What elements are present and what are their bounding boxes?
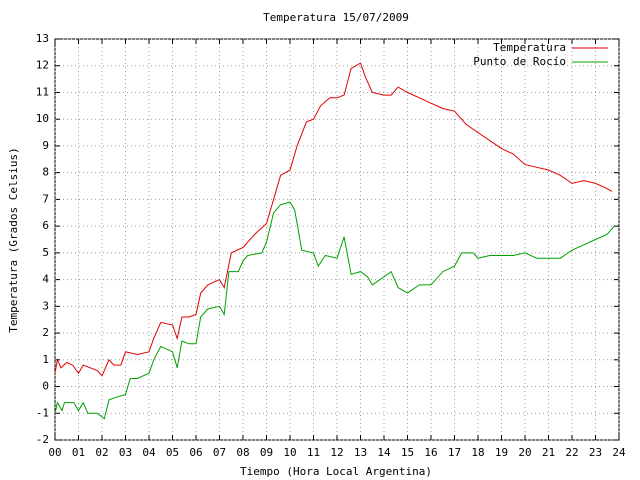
y-tick-label: 0 — [42, 380, 49, 393]
x-tick-label: 12 — [330, 446, 343, 459]
x-tick-label: 15 — [401, 446, 414, 459]
x-tick-label: 13 — [354, 446, 367, 459]
x-tick-label: 09 — [260, 446, 273, 459]
x-tick-label: 04 — [142, 446, 156, 459]
x-tick-label: 17 — [448, 446, 461, 459]
x-tick-label: 03 — [119, 446, 132, 459]
y-tick-label: 5 — [42, 246, 49, 259]
x-tick-label: 19 — [495, 446, 508, 459]
x-tick-label: 21 — [542, 446, 555, 459]
x-tick-label: 23 — [589, 446, 602, 459]
data-line — [54, 201, 615, 420]
y-axis-label: Temperatura (Grados Celsius) — [7, 147, 20, 332]
x-tick-label: 00 — [48, 446, 61, 459]
y-tick-label: 10 — [36, 112, 49, 125]
y-tick-label: 3 — [42, 299, 49, 312]
y-tick-label: 8 — [42, 166, 49, 179]
legend-label: Punto de Rocío — [473, 55, 566, 68]
x-tick-label: 02 — [95, 446, 108, 459]
x-tick-label: 11 — [307, 446, 320, 459]
x-tick-label: 06 — [189, 446, 202, 459]
x-tick-label: 24 — [612, 446, 626, 459]
y-tick-label: -2 — [36, 433, 49, 446]
x-tick-label: 20 — [518, 446, 531, 459]
y-tick-label: 9 — [42, 139, 49, 152]
x-tick-label: 05 — [166, 446, 179, 459]
data-line — [54, 62, 613, 377]
x-tick-label: 10 — [283, 446, 296, 459]
y-tick-label: 6 — [42, 219, 49, 232]
x-tick-label: 16 — [424, 446, 437, 459]
y-tick-label: 11 — [36, 85, 49, 98]
x-tick-label: 14 — [377, 446, 391, 459]
y-tick-label: 13 — [36, 32, 49, 45]
y-tick-label: 7 — [42, 192, 49, 205]
y-tick-label: 4 — [42, 273, 49, 286]
x-tick-label: 08 — [236, 446, 249, 459]
x-tick-label: 01 — [72, 446, 85, 459]
x-tick-label: 07 — [213, 446, 226, 459]
x-axis-label: Tiempo (Hora Local Argentina) — [240, 465, 432, 478]
y-tick-label: 2 — [42, 326, 49, 339]
x-tick-label: 22 — [565, 446, 578, 459]
y-tick-label: 12 — [36, 59, 49, 72]
chart-title: Temperatura 15/07/2009 — [263, 11, 409, 24]
legend-label: Temperatura — [493, 41, 566, 54]
x-tick-label: 18 — [471, 446, 484, 459]
y-tick-label: -1 — [36, 406, 49, 419]
y-tick-label: 1 — [42, 353, 49, 366]
